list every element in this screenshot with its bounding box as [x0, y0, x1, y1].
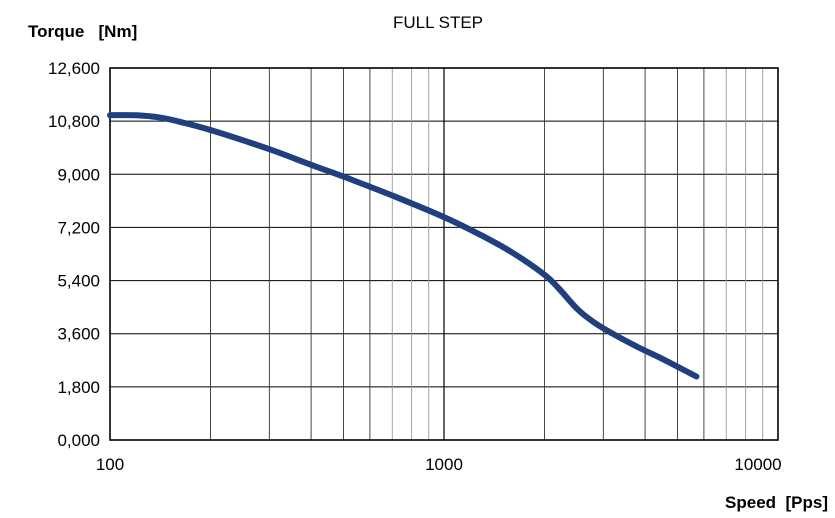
y-tick-label: 5,400 [57, 272, 100, 291]
x-tick-label: 100 [96, 455, 124, 474]
series-layer [107, 112, 700, 380]
y-tick-label: 3,600 [57, 325, 100, 344]
x-axis-title: Speed [Pps] [725, 493, 828, 512]
x-tick-labels: 100 1000 10000 [96, 455, 782, 474]
y-tick-label: 9,000 [57, 165, 100, 184]
y-tick-labels: 12,600 10,800 9,000 7,200 5,400 3,600 1,800 0,0… [48, 59, 100, 450]
y-tick-label: 10,800 [48, 112, 100, 131]
y-axis-title: Torque [Nm] [28, 22, 137, 41]
x-tick-label: 10000 [734, 455, 781, 474]
x-tick-label: 1000 [425, 455, 463, 474]
y-tick-label: 0,000 [57, 431, 100, 450]
y-tick-label: 7,200 [57, 218, 100, 237]
grid-lines [110, 67, 778, 441]
y-tick-label: 12,600 [48, 59, 100, 78]
y-tick-label: 1,800 [57, 378, 100, 397]
torque-curve-line [107, 112, 700, 380]
chart-title: FULL STEP [393, 13, 483, 32]
plot-area-frame [109, 67, 779, 441]
